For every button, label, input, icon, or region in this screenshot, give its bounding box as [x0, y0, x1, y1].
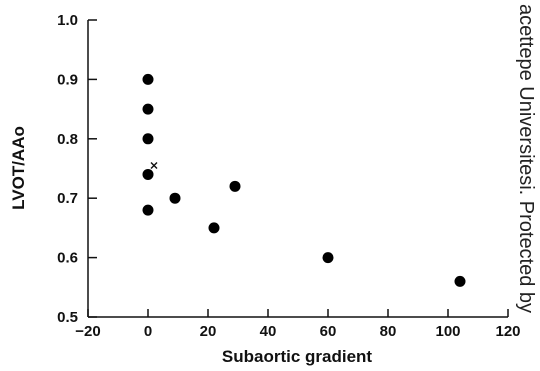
data-point	[322, 252, 334, 264]
y-axis-title: LVOT/AAo	[9, 126, 28, 210]
data-point	[142, 133, 154, 145]
y-tick-label: 1.0	[57, 12, 78, 29]
x-axis-title: Subaortic gradient	[222, 347, 373, 366]
y-tick-label: 0.8	[57, 131, 78, 148]
y-tick-label: 0.9	[57, 71, 78, 88]
data-point	[142, 204, 154, 216]
y-axis-ticks: 0.5 0.6 0.7 0.8 0.9 1.0	[57, 12, 97, 326]
watermark-text: acettepe Universitesi. Protected by	[515, 4, 537, 313]
x-tick-label: 60	[320, 323, 337, 340]
data-point	[142, 73, 154, 85]
data-point	[229, 180, 241, 192]
x-tick-label: 40	[260, 323, 277, 340]
x-axis-ticks: −20 0 20 40 60 80 100 120	[75, 309, 521, 340]
x-tick-label: −20	[75, 323, 100, 340]
data-point	[142, 103, 154, 115]
x-tick-label: 80	[380, 323, 397, 340]
x-tick-label: 100	[435, 323, 460, 340]
x-tick-label: 120	[495, 323, 520, 340]
data-point	[169, 192, 181, 204]
data-point-cross	[150, 162, 158, 170]
y-tick-label: 0.6	[57, 250, 78, 267]
data-point	[142, 168, 154, 180]
x-tick-label: 20	[200, 323, 217, 340]
data-points	[142, 73, 466, 287]
x-tick-label: 0	[144, 323, 152, 340]
y-tick-label: 0.5	[57, 309, 78, 326]
data-point	[454, 275, 466, 287]
data-point	[208, 222, 220, 234]
y-tick-label: 0.7	[57, 190, 78, 207]
